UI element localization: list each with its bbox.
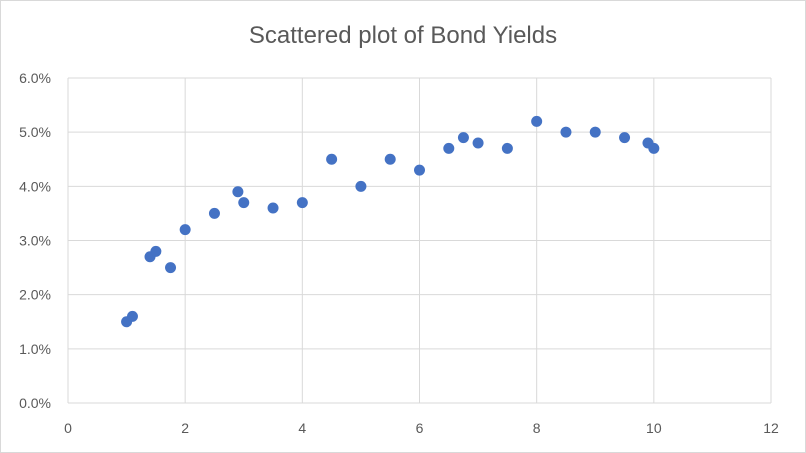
data-point (384, 153, 396, 165)
data-point (232, 186, 244, 198)
data-point (150, 245, 162, 257)
gridlines (67, 77, 772, 404)
data-point (619, 132, 631, 144)
data-point (443, 142, 455, 154)
x-tick-label: 12 (763, 420, 779, 436)
x-tick-label: 4 (298, 420, 306, 436)
data-point (414, 164, 425, 176)
y-tick-label: 4.0% (19, 178, 51, 194)
data-point (457, 132, 469, 144)
data-point (238, 197, 250, 209)
x-tick-label: 6 (416, 420, 424, 436)
data-point (648, 142, 660, 154)
x-axis-labels: 0 2 4 6 8 10 12 (64, 420, 779, 436)
data-point (126, 310, 138, 322)
data-point (326, 153, 338, 165)
y-tick-label: 0.0% (19, 395, 51, 411)
y-tick-label: 6.0% (19, 70, 51, 86)
data-point (179, 224, 191, 236)
x-tick-label: 8 (533, 420, 541, 436)
data-point (589, 126, 601, 138)
chart-title: Scattered plot of Bond Yields (249, 22, 557, 49)
data-point (560, 126, 572, 138)
data-point (531, 115, 543, 127)
y-tick-label: 5.0% (19, 124, 51, 140)
data-point (208, 207, 220, 219)
y-tick-label: 3.0% (19, 233, 51, 249)
data-point (267, 202, 279, 214)
x-tick-label: 2 (181, 420, 189, 436)
data-points (121, 115, 660, 328)
x-tick-label: 10 (646, 420, 662, 436)
y-axis-labels: 0.0% 1.0% 2.0% 3.0% 4.0% 5.0% 6.0% (19, 70, 51, 411)
data-point (296, 197, 308, 209)
y-tick-label: 1.0% (19, 341, 51, 357)
data-point (472, 137, 484, 149)
data-point (501, 142, 513, 154)
y-tick-label: 2.0% (19, 287, 51, 303)
data-point (355, 180, 367, 192)
data-point (165, 262, 177, 274)
x-tick-label: 0 (64, 420, 72, 436)
